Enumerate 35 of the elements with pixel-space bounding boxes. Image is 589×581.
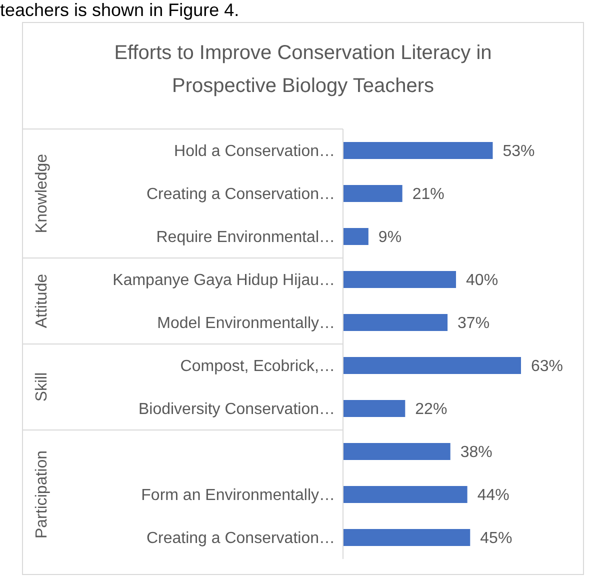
y-tick-label: Form an Environmentally… [141,487,335,504]
data-label: 63% [531,358,564,376]
data-label: 38% [460,444,492,462]
bar [343,228,368,245]
y-tick-label: Kampanye Gaya Hidup Hijau… [112,272,335,290]
data-label: 21% [412,186,444,204]
text: Skill [34,372,51,402]
data-label: 22% [415,401,448,418]
data-label: 53% [502,143,535,160]
data-label: 45% [480,530,512,548]
text: Attitude [34,274,51,328]
bar [343,271,456,288]
bar [343,142,493,159]
y-tick-label: Creating a Conservation… [146,186,335,204]
y-tick-label: Require Environmental… [156,229,335,246]
y-tick-label: Creating a Conservation… [146,530,335,548]
bar [343,314,448,331]
data-label: 44% [477,487,510,504]
bar [343,529,470,546]
text: Knowledge [34,154,51,234]
bar [343,443,450,460]
y-tick-label: Hold a Conservation… [174,143,335,160]
data-label: 37% [458,315,490,332]
text: Participation [34,450,51,539]
chart-title: Efforts to Improve Conservation Literacy in Prospective Biology Teachers [113,41,493,99]
data-label: 40% [466,272,498,290]
bar [343,357,521,374]
bar [343,486,468,503]
y-tick-label: Biodiversity Conservation… [138,401,335,418]
bar [343,400,406,417]
y-tick-label: Compost, Ecobrick,… [180,358,335,376]
data-label: 9% [378,229,402,246]
bar [343,185,402,202]
text: teachers is shown in Figure 4. [0,0,240,20]
y-tick-label: Model Environmentally… [157,315,335,332]
